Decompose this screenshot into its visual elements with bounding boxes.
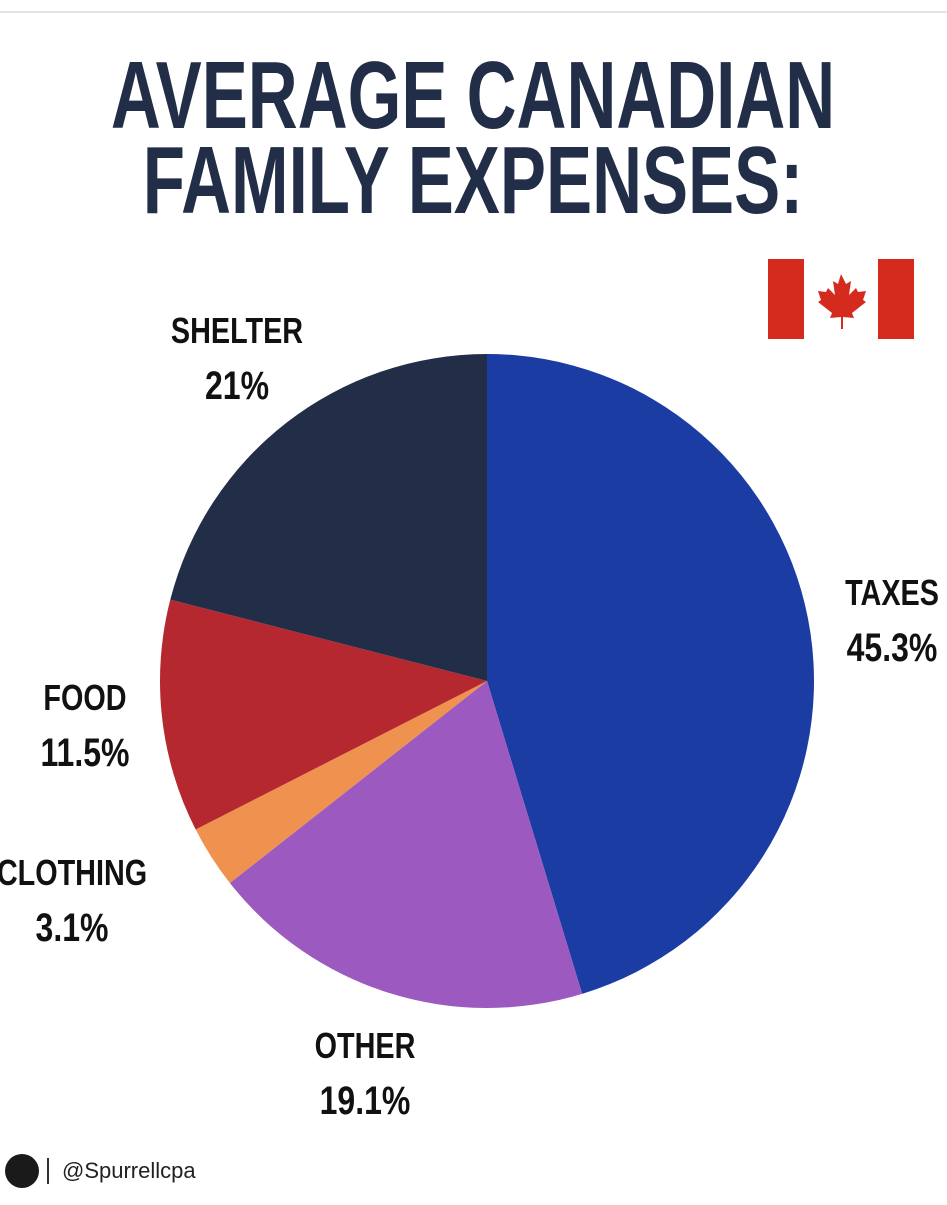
text-group: 3.1% [36, 905, 109, 950]
text-group: 45.3% [847, 625, 938, 670]
slice-value-label: 19.1% [320, 1078, 411, 1123]
text-group: FOOD [43, 677, 126, 718]
pie-slice [170, 354, 487, 681]
slice-value-label: 45.3% [847, 625, 938, 670]
chart-title: FAMILY EXPENSES: [143, 126, 804, 234]
footer-handle: @Spurrellcpa [62, 1158, 196, 1183]
text-group: SHELTER [171, 310, 303, 351]
text-group: 19.1% [320, 1078, 411, 1123]
chart-title: AVERAGE CANADIAN [111, 41, 835, 149]
text-group: 11.5% [41, 730, 130, 775]
slice-label: TAXES [845, 572, 939, 613]
pie-slice [160, 599, 487, 830]
slice-label: OTHER [315, 1025, 416, 1066]
slice-label: CLOTHING [0, 852, 147, 893]
slice-value-label: 3.1% [36, 905, 109, 950]
text-group: FAMILY EXPENSES: [143, 126, 804, 234]
pie-slice [229, 681, 583, 1008]
slice-label: SHELTER [171, 310, 303, 351]
text-group: AVERAGE CANADIAN [111, 41, 835, 149]
slice-label: FOOD [43, 677, 126, 718]
text-group: OTHER [315, 1025, 416, 1066]
slice-value-label: 11.5% [41, 730, 130, 775]
text-group: TAXES [845, 572, 939, 613]
footer-logo [5, 1154, 49, 1188]
text-group: CLOTHING [0, 852, 147, 893]
slice-value-label: 21% [205, 363, 269, 408]
pie-slice [195, 681, 487, 884]
pie-slice [487, 354, 814, 994]
text-group: 21% [205, 363, 269, 408]
canada-flag [768, 259, 914, 339]
